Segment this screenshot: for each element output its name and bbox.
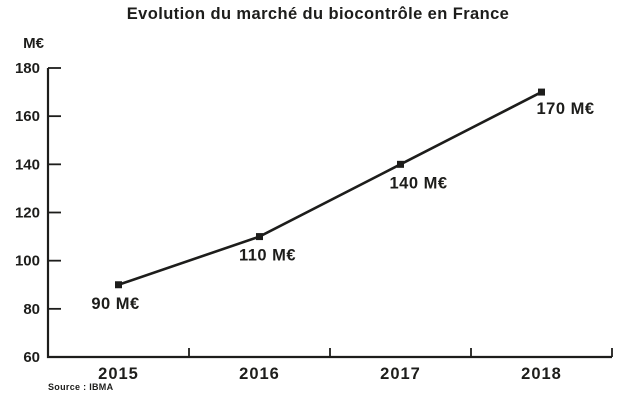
x-tick-label: 2016 — [239, 365, 280, 383]
chart-title: Evolution du marché du biocontrôle en Fr… — [127, 5, 509, 23]
y-tick-label: 100 — [15, 253, 40, 270]
data-point-label: 140 M€ — [389, 174, 447, 192]
y-tick-label: 180 — [15, 60, 40, 77]
y-axis-unit-label: M€ — [23, 35, 44, 52]
data-point-label: 90 M€ — [91, 295, 139, 313]
data-point-label: 110 M€ — [239, 247, 296, 265]
data-point-marker — [115, 281, 122, 289]
y-tick-label: 120 — [15, 205, 40, 222]
x-tick-label: 2017 — [380, 365, 421, 383]
y-tick-label: 80 — [23, 301, 40, 318]
data-point-marker — [538, 88, 545, 96]
data-point-marker — [397, 160, 404, 168]
data-point-marker — [256, 233, 263, 241]
axis-line — [46, 68, 612, 359]
data-line — [118, 90, 543, 286]
y-tick-label: 60 — [23, 349, 40, 366]
plot-area: 60 80 100 120 140 160 180 2015 2016 2017 2018 90 M€… — [15, 60, 613, 383]
x-tick-label: 2018 — [521, 365, 562, 383]
data-point-label: 170 M€ — [536, 100, 594, 118]
x-tick-label: 2015 — [98, 365, 139, 383]
y-tick-label: 160 — [15, 108, 40, 125]
y-tick-label: 140 — [15, 156, 40, 173]
source-label: Source : IBMA — [48, 382, 114, 392]
